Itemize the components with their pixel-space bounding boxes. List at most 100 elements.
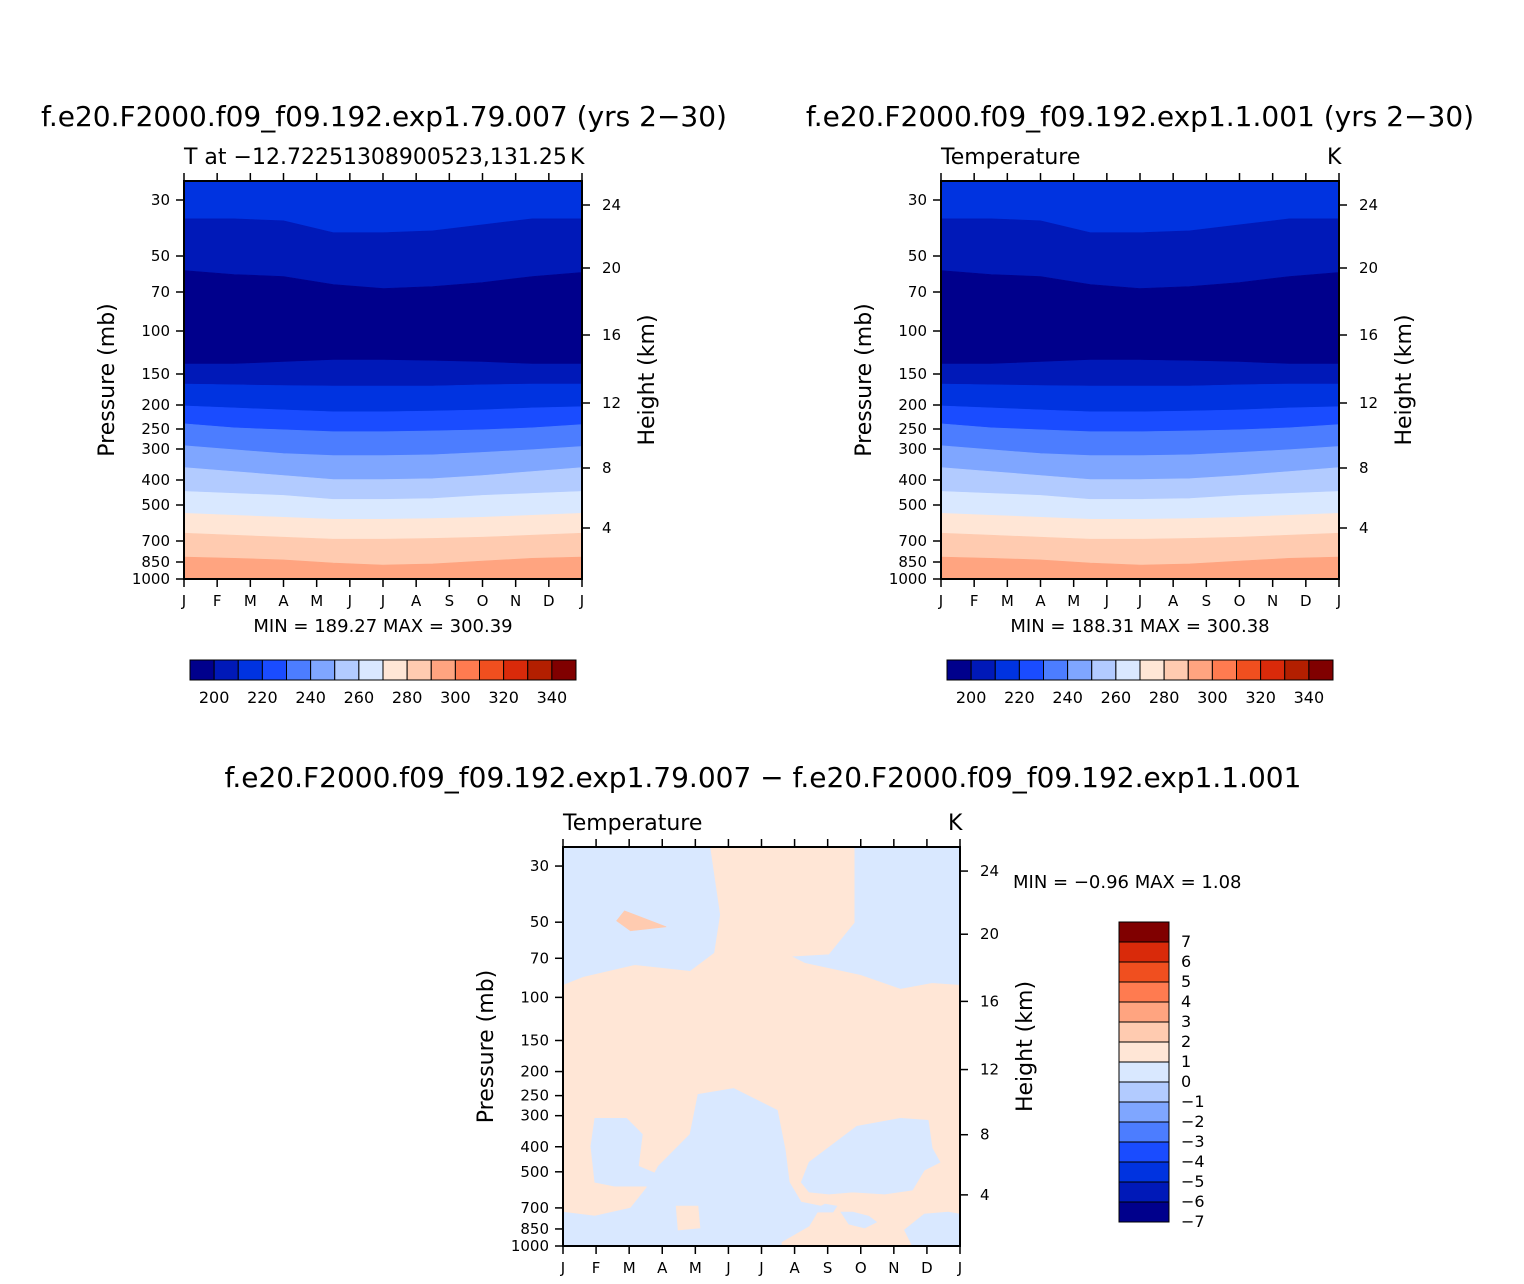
p2-y-right-tick-label: 16 <box>1359 326 1378 344</box>
p1-colorbar-swatch <box>527 659 553 681</box>
p3-colorbar-label: 7 <box>1181 932 1191 951</box>
p1-colorbar-label: 300 <box>440 688 471 707</box>
p3-y-tick-label: 300 <box>520 1107 549 1125</box>
p2-contour-band-4 <box>940 383 1340 413</box>
p3-y-right-axis-label: Height (km) <box>1013 981 1038 1112</box>
p1-colorbar-swatch <box>503 659 529 681</box>
p1-colorbar-swatch <box>286 659 312 681</box>
p2-y-tick-label: 30 <box>908 191 927 209</box>
p1-contour-band-3 <box>183 359 583 387</box>
p3-colorbar-swatch <box>1118 941 1170 963</box>
p1-x-tick-label: M <box>244 592 257 610</box>
p2-colorbar-label: 240 <box>1052 688 1083 707</box>
p2-y-tick-label: 50 <box>908 247 927 265</box>
p2-y-axis-label: Pressure (mb) <box>852 303 877 457</box>
p2-x-tick-label: O <box>1234 592 1246 610</box>
p1-colorbar-swatch <box>310 659 336 681</box>
p1-colorbar-swatch <box>430 659 456 681</box>
p3-band-negative-2 <box>562 1088 822 1247</box>
p3-title: f.e20.F2000.f09_f09.192.exp1.79.007 − f.… <box>225 761 1302 794</box>
p1-y-tick-label: 30 <box>151 191 170 209</box>
p1-y-tick-label: 850 <box>141 553 170 571</box>
p3-colorbar-label: −7 <box>1181 1212 1205 1231</box>
p1-y-tick-label: 50 <box>151 247 170 265</box>
p3-colorbar-label: 4 <box>1181 992 1191 1011</box>
p3-colorbar-label: −3 <box>1181 1132 1205 1151</box>
p2-colorbar-swatch <box>1043 659 1069 681</box>
p3-band-negative-7 <box>816 1203 838 1213</box>
p1-x-tick-label: S <box>445 592 455 610</box>
p2-y-right-tick-label: 4 <box>1359 519 1369 537</box>
p2-colorbar-swatch <box>1211 659 1237 681</box>
p3-y-tick-label: 50 <box>530 913 549 931</box>
p2-y-tick-label: 300 <box>898 440 927 458</box>
p3-x-tick-label: F <box>592 1259 601 1277</box>
p2-y-right-tick-label: 20 <box>1359 259 1378 277</box>
p2-y-right-tick-label: 8 <box>1359 459 1369 477</box>
p1-colorbar-label: 240 <box>295 688 326 707</box>
p1-y-tick-label: 700 <box>141 532 170 550</box>
p3-colorbar-label: 1 <box>1181 1052 1191 1071</box>
p3-colorbar-label: 5 <box>1181 972 1191 991</box>
p3-band-negative-4 <box>800 1117 941 1195</box>
p3-y-axis-label: Pressure (mb) <box>474 970 499 1124</box>
p1-colorbar-label: 320 <box>488 688 519 707</box>
p1-colorbar-swatch <box>454 659 480 681</box>
p3-colorbar-label: 6 <box>1181 952 1191 971</box>
p2-colorbar-swatch <box>946 659 972 681</box>
p3-band-plus1 <box>616 910 667 932</box>
p2-colorbar-swatch <box>1308 659 1334 681</box>
p2-y-tick-label: 1000 <box>889 570 927 588</box>
p3-x-tick-label: D <box>921 1259 933 1277</box>
p2-colorbar-swatch <box>1139 659 1165 681</box>
p3-y-right-tick-label: 20 <box>980 925 999 943</box>
p2-y-tick-label: 850 <box>898 553 927 571</box>
p1-x-tick-label: N <box>510 592 521 610</box>
p1-colorbar-swatch <box>213 659 239 681</box>
p2-y-tick-label: 200 <box>898 396 927 414</box>
p1-colorbar-swatch <box>237 659 263 681</box>
p2-colorbar-label: 200 <box>956 688 987 707</box>
p1-x-tick-label: A <box>278 592 289 610</box>
p1-y-right-tick-label: 16 <box>602 326 621 344</box>
p3-y-tick-label: 30 <box>530 857 549 875</box>
p1-subtitle-left: T at −12.72251308900523,131.25 <box>183 145 567 170</box>
p3-colorbar-label: −2 <box>1181 1112 1205 1131</box>
p3-y-tick-label: 250 <box>520 1087 549 1105</box>
p3-y-right-tick-label: 4 <box>980 1186 990 1204</box>
p3-subtitle-left: Temperature <box>562 811 702 836</box>
p3-colorbar-swatch <box>1118 1121 1170 1143</box>
p1-colorbar-label: 200 <box>199 688 230 707</box>
p2-y-tick-label: 70 <box>908 283 927 301</box>
p2-x-tick-label: M <box>1067 592 1080 610</box>
p3-y-tick-label: 100 <box>520 988 549 1006</box>
p1-x-tick-label: J <box>579 592 584 610</box>
p1-contour-band-4 <box>183 383 583 413</box>
p1-y-right-tick-label: 12 <box>602 394 621 412</box>
p3-colorbar-label: −6 <box>1181 1192 1205 1211</box>
p3-min-max-stat: MIN = −0.96 MAX = 1.08 <box>1013 872 1242 893</box>
p1-y-tick-label: 400 <box>141 471 170 489</box>
p2-panel: J F M A M J J A S O N D J 30 50 70 100 150 200 250 300 400 500… <box>806 100 1474 707</box>
p3-colorbar-label: −4 <box>1181 1152 1205 1171</box>
p1-subtitle-right: K <box>570 145 585 170</box>
p1-x-tick-label: J <box>347 592 352 610</box>
p3-colorbar-swatch <box>1118 921 1170 943</box>
p3-colorbar-swatch <box>1118 1041 1170 1063</box>
p1-y-tick-label: 70 <box>151 283 170 301</box>
p1-colorbar-swatch <box>551 659 577 681</box>
p2-colorbar-label: 280 <box>1149 688 1180 707</box>
p3-colorbar-swatch <box>1118 1141 1170 1163</box>
p3-y-right-tick-label: 24 <box>980 862 999 880</box>
p1-y-right-tick-label: 20 <box>602 259 621 277</box>
p2-colorbar-label: 300 <box>1197 688 1228 707</box>
p3-colorbar-swatch <box>1118 1001 1170 1023</box>
p1-y-tick-label: 150 <box>141 365 170 383</box>
p3-x-tick-label: M <box>623 1259 636 1277</box>
p3-band-positive-island <box>675 1205 701 1231</box>
p3-subtitle-right: K <box>948 811 963 836</box>
p2-subtitle-left: Temperature <box>940 145 1080 170</box>
p1-x-tick-label: J <box>181 592 186 610</box>
p1-y-axis-label: Pressure (mb) <box>95 303 120 457</box>
